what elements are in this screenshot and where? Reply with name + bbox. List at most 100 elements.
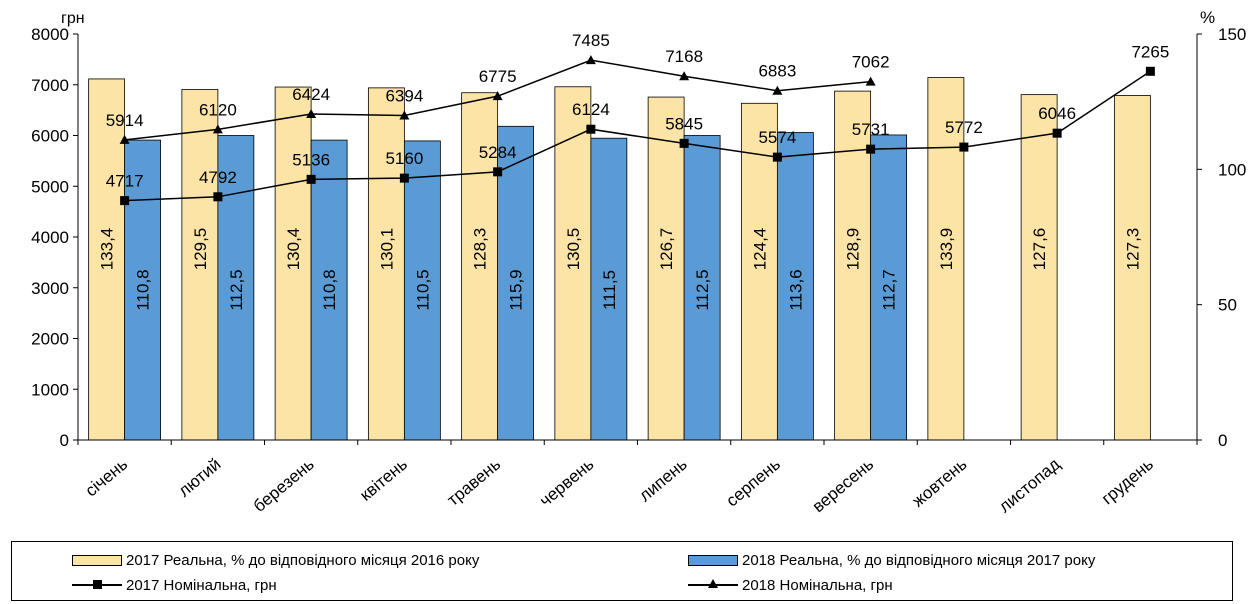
left-axis-unit-label: грн bbox=[61, 10, 85, 27]
data-label-2017-real: 127,6 bbox=[1030, 228, 1049, 271]
bar-2017-real bbox=[1020, 94, 1058, 441]
bar-2018-real bbox=[403, 140, 441, 441]
data-label-2018-real: 112,7 bbox=[880, 269, 899, 310]
right-tick-label: 100 bbox=[1218, 160, 1246, 179]
data-label-2018-nominal: 7168 bbox=[665, 47, 703, 66]
x-category-label: липень bbox=[635, 454, 690, 505]
x-category-label: травень bbox=[444, 454, 505, 509]
x-category-label: грудень bbox=[1098, 454, 1157, 508]
point-2017-nominal bbox=[213, 192, 223, 202]
data-label-2017-nominal: 5772 bbox=[945, 118, 983, 137]
x-category-label: серпень bbox=[722, 454, 784, 510]
right-tick-label: 0 bbox=[1218, 431, 1227, 450]
data-label-2018-nominal: 5914 bbox=[106, 111, 144, 130]
data-label-2017-real: 129,5 bbox=[191, 228, 210, 271]
left-tick-label: 6000 bbox=[31, 127, 69, 146]
point-2017-nominal bbox=[959, 142, 969, 152]
data-label-2017-nominal: 7265 bbox=[1131, 42, 1169, 61]
data-label-2018-real: 115,9 bbox=[507, 269, 526, 310]
right-axis-unit-label: % bbox=[1200, 8, 1215, 27]
x-category-label: лютий bbox=[175, 455, 225, 501]
point-2017-nominal bbox=[772, 152, 782, 162]
left-tick-label: 3000 bbox=[31, 279, 69, 298]
point-2017-nominal bbox=[866, 144, 876, 154]
data-label-2018-real: 110,5 bbox=[413, 269, 432, 310]
data-label-2017-nominal: 6124 bbox=[572, 100, 610, 119]
point-2018-nominal bbox=[679, 71, 690, 81]
legend-swatch-2018-real bbox=[688, 554, 738, 566]
right-tick-label: 50 bbox=[1218, 296, 1237, 315]
bar-2017-real bbox=[647, 96, 685, 441]
data-label-2017-real: 128,3 bbox=[471, 228, 490, 271]
data-label-2018-nominal: 6120 bbox=[199, 100, 237, 119]
data-label-2017-real: 126,7 bbox=[657, 228, 676, 271]
legend: 2017 Реальна, % до відповідного місяця 2… bbox=[11, 541, 1233, 601]
data-label-2017-nominal: 5731 bbox=[852, 120, 890, 139]
data-label-2017-real: 130,4 bbox=[284, 228, 303, 271]
line-2017-nominal bbox=[124, 70, 1151, 202]
point-2017-nominal bbox=[399, 173, 409, 183]
left-tick-label: 8000 bbox=[31, 25, 69, 44]
bar-2018-real bbox=[217, 135, 255, 441]
right-tick-label: 150 bbox=[1218, 25, 1246, 44]
bar-2018-real bbox=[776, 132, 814, 441]
point-2018-nominal bbox=[772, 85, 783, 95]
bar-2018-real bbox=[497, 125, 535, 441]
data-label-2017-nominal: 5284 bbox=[479, 143, 517, 162]
legend-label-2017-real: 2017 Реальна, % до відповідного місяця 2… bbox=[126, 551, 480, 569]
data-label-2018-nominal: 6775 bbox=[479, 67, 517, 86]
point-2018-nominal bbox=[306, 108, 317, 118]
bar-2018-real bbox=[590, 137, 628, 441]
data-label-2018-real: 113,6 bbox=[786, 269, 805, 310]
data-label-2017-nominal: 4717 bbox=[106, 172, 144, 191]
left-tick-label: 4000 bbox=[31, 228, 69, 247]
data-label-2017-nominal: 5574 bbox=[758, 128, 796, 147]
data-label-2017-real: 133,4 bbox=[98, 228, 117, 271]
data-label-2017-nominal: 5136 bbox=[292, 150, 330, 169]
data-label-2018-real: 112,5 bbox=[693, 269, 712, 310]
x-category-label: вересень bbox=[809, 454, 878, 516]
x-category-label: листопад bbox=[995, 454, 1064, 516]
data-label-2017-nominal: 4792 bbox=[199, 168, 237, 187]
point-2018-nominal bbox=[865, 76, 876, 86]
bar-2018-real bbox=[310, 139, 348, 441]
left-tick-label: 2000 bbox=[31, 330, 69, 349]
data-label-2017-nominal: 6046 bbox=[1038, 104, 1076, 123]
left-tick-label: 0 bbox=[60, 431, 69, 450]
data-label-2017-real: 124,4 bbox=[750, 228, 769, 271]
legend-item-2018-real: 2018 Реальна, % до відповідного місяця 2… bbox=[688, 549, 1095, 571]
point-2017-nominal bbox=[493, 167, 503, 177]
data-label-2018-nominal: 6883 bbox=[758, 62, 796, 81]
bar-2018-real bbox=[870, 134, 908, 441]
legend-item-2018-nominal: 2018 Номінальна, грн bbox=[688, 574, 893, 596]
data-label-2018-nominal: 6424 bbox=[292, 85, 330, 104]
triangle-marker-icon bbox=[708, 579, 718, 588]
data-label-2017-real: 130,5 bbox=[564, 228, 583, 271]
left-tick-label: 5000 bbox=[31, 177, 69, 196]
data-label-2017-real: 128,9 bbox=[844, 228, 863, 271]
bar-2018-real bbox=[683, 135, 721, 441]
point-2018-nominal bbox=[585, 55, 596, 65]
x-category-label: березень bbox=[250, 454, 318, 515]
point-2018-nominal bbox=[399, 110, 410, 120]
x-category-label: квітень bbox=[356, 454, 411, 504]
point-2018-nominal bbox=[492, 91, 503, 101]
data-label-2017-real: 130,1 bbox=[377, 228, 396, 271]
point-2017-nominal bbox=[120, 196, 130, 206]
bar-2017-real bbox=[927, 77, 965, 441]
legend-swatch-2017-real bbox=[72, 554, 122, 566]
point-2017-nominal bbox=[1145, 66, 1155, 76]
legend-label-2018-real: 2018 Реальна, % до відповідного місяця 2… bbox=[742, 551, 1096, 569]
data-label-2017-real: 133,9 bbox=[937, 228, 956, 271]
data-label-2018-real: 110,8 bbox=[320, 269, 339, 310]
data-label-2017-nominal: 5160 bbox=[385, 149, 423, 168]
data-label-2018-real: 112,5 bbox=[227, 269, 246, 310]
x-category-label: жовтень bbox=[909, 454, 971, 510]
x-category-label: січень bbox=[82, 454, 132, 500]
bar-2017-real bbox=[1113, 95, 1151, 441]
left-tick-label: 7000 bbox=[31, 76, 69, 95]
legend-line-2017-nominal bbox=[72, 579, 122, 591]
bar-2017-real bbox=[181, 89, 219, 441]
square-marker-icon bbox=[93, 580, 102, 589]
data-label-2017-nominal: 5845 bbox=[665, 114, 703, 133]
